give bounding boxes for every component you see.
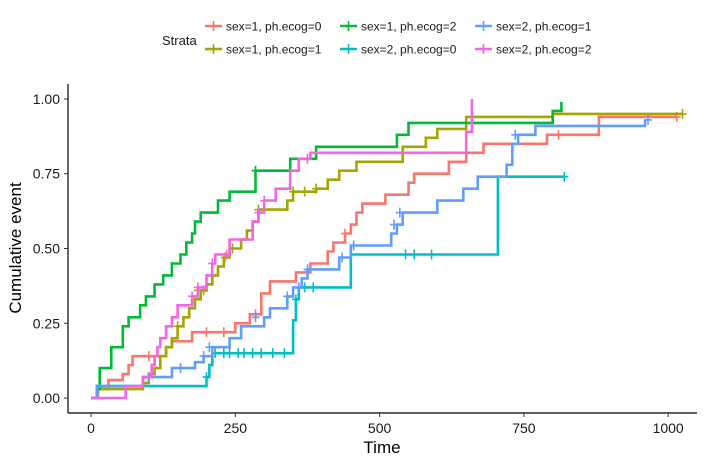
censor-mark (280, 348, 289, 359)
censor-mark (554, 129, 563, 140)
censor-mark (188, 291, 197, 302)
censor-mark (560, 171, 569, 182)
censor-mark (427, 249, 436, 260)
censor-mark (173, 321, 182, 332)
censor-mark (678, 108, 687, 119)
censor-mark (251, 312, 260, 323)
censor-mark (199, 351, 208, 362)
step-curve (91, 99, 474, 400)
legend-label: sex=1, ph.ecog=1 (226, 43, 322, 57)
censor-mark (205, 342, 214, 353)
censor-mark (251, 165, 260, 176)
censor-mark (144, 351, 153, 362)
censor-mark (268, 348, 277, 359)
y-tick-label: 0.25 (33, 315, 60, 331)
censor-mark (395, 207, 404, 218)
censor-mark (254, 207, 263, 218)
censor-mark (240, 348, 249, 359)
plot-area (91, 99, 687, 400)
y-tick-label: 0.50 (33, 241, 60, 257)
y-tick-label: 1.00 (33, 91, 60, 107)
y-tick-label: 0.75 (33, 166, 60, 182)
censor-mark (300, 186, 309, 197)
legend-label: sex=2, ph.ecog=1 (496, 20, 592, 34)
x-tick-label: 1000 (653, 420, 684, 436)
legend-title: Strata (162, 33, 197, 48)
censor-mark (338, 252, 347, 263)
legend: Strata sex=1, ph.ecog=0 sex=1, ph.ecog=1 s… (162, 20, 592, 57)
censor-mark (340, 228, 349, 239)
x-axis-title: Time (363, 438, 400, 457)
censor-mark (410, 249, 419, 260)
censor-mark (289, 186, 298, 197)
legend-label: sex=1, ph.ecog=2 (361, 20, 457, 34)
step-curve (91, 175, 565, 400)
censor-mark (257, 348, 266, 359)
censor-mark (219, 327, 228, 338)
step-curve (91, 119, 647, 400)
censor-mark (202, 327, 211, 338)
step-curve (91, 115, 677, 400)
censor-mark (260, 195, 269, 206)
censor-mark (349, 240, 358, 251)
censor-mark (303, 153, 312, 164)
legend-label: sex=2, ph.ecog=0 (361, 43, 457, 57)
legend-label: sex=1, ph.ecog=0 (226, 20, 322, 34)
legend-label: sex=2, ph.ecog=2 (496, 43, 592, 57)
censor-mark (303, 264, 312, 275)
y-axis-title: Cumulative event (6, 182, 25, 314)
x-tick-label: 250 (224, 420, 248, 436)
censor-mark (401, 249, 410, 260)
censor-mark (225, 348, 234, 359)
censor-mark (511, 129, 520, 140)
censor-mark (193, 282, 202, 293)
x-tick-label: 750 (512, 420, 536, 436)
axes: 0 250 500 750 1000 0.00 0.25 0.50 0.75 1.00 (33, 84, 697, 436)
x-tick-label: 0 (87, 420, 95, 436)
censor-mark (283, 291, 292, 302)
censor-mark (208, 258, 217, 269)
censor-mark (291, 294, 300, 305)
y-tick-label: 0.00 (33, 390, 60, 406)
censor-mark (202, 372, 211, 383)
censor-mark (309, 282, 318, 293)
censor-mark (294, 282, 303, 293)
censor-mark (176, 363, 185, 374)
censor-mark (390, 219, 399, 230)
step-curve (91, 101, 563, 400)
censor-mark (248, 348, 257, 359)
x-tick-label: 500 (368, 420, 392, 436)
censor-mark (643, 114, 652, 125)
censor-mark (312, 183, 321, 194)
censor-mark (222, 249, 231, 260)
